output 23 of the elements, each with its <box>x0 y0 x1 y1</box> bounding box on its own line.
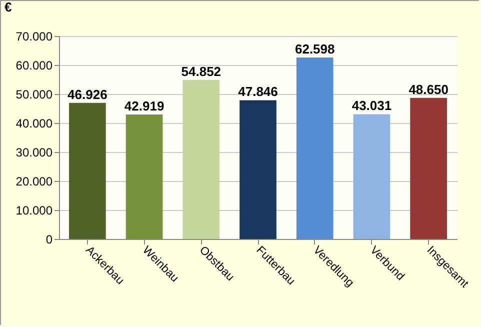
bar <box>126 114 163 239</box>
bar <box>410 98 447 239</box>
data-label: 47.846 <box>238 84 278 100</box>
data-label: 54.852 <box>181 64 222 79</box>
y-tick-label: 0 <box>46 232 53 246</box>
data-label: 62.598 <box>294 41 335 56</box>
y-tick-label: 20.000 <box>16 174 53 188</box>
y-axis-title: € <box>4 0 12 14</box>
bar <box>296 57 334 239</box>
data-label: 43.031 <box>352 98 392 114</box>
data-label: 42.919 <box>124 98 164 114</box>
bar <box>69 102 106 239</box>
y-tick-label: 70.000 <box>16 30 53 44</box>
bar <box>182 80 220 239</box>
data-label: 46.926 <box>68 86 108 102</box>
y-tick-label: 10.000 <box>16 204 53 218</box>
bar <box>240 100 276 239</box>
data-label: 48.650 <box>408 82 448 97</box>
y-tick-label: 30.000 <box>16 146 53 160</box>
y-tick-label: 40.000 <box>16 116 53 130</box>
y-tick-label: 50.000 <box>16 88 53 102</box>
bar <box>353 114 390 239</box>
y-tick-label: 60.000 <box>16 58 53 72</box>
